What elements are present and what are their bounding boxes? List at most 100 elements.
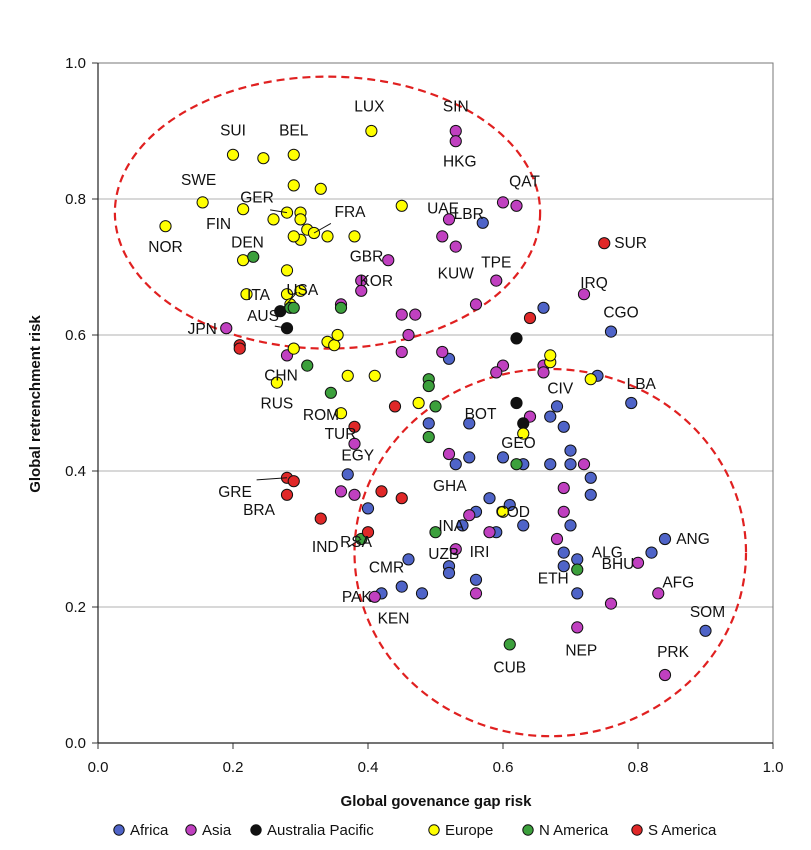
- country-label: ITA: [247, 287, 271, 304]
- legend-label-3: Europe: [445, 822, 493, 839]
- data-point: [287, 179, 300, 192]
- x-tick-label: 0.8: [628, 759, 649, 776]
- data-point: [159, 220, 172, 233]
- data-point: [294, 213, 307, 226]
- data-point: [409, 308, 422, 321]
- data-point: [226, 148, 240, 161]
- data-point: [270, 376, 283, 389]
- label-leader-line: [274, 325, 288, 329]
- country-label: AUS: [247, 308, 279, 325]
- data-point: [517, 427, 530, 440]
- country-label: BRA: [243, 502, 276, 519]
- legend-label-1: Asia: [202, 822, 232, 839]
- highlight-ellipse-1: [113, 75, 542, 350]
- data-point: [496, 505, 510, 518]
- data-point: [220, 322, 233, 335]
- data-point: [361, 502, 375, 515]
- data-point: [341, 468, 354, 481]
- legend-marker-0: [113, 824, 125, 836]
- data-point: [557, 560, 570, 573]
- country-label: RUS: [261, 396, 294, 413]
- y-tick-label: 1.0: [65, 55, 86, 72]
- legend-label-2: Australia Pacific: [267, 822, 374, 839]
- axes: [92, 62, 774, 749]
- data-point: [469, 573, 483, 586]
- data-point: [280, 264, 294, 277]
- country-label: ROM: [303, 407, 339, 424]
- country-label: GBR: [350, 248, 384, 265]
- data-point: [402, 553, 415, 566]
- data-point: [571, 553, 584, 566]
- y-tick-label: 0.2: [65, 599, 86, 616]
- legend-label-0: Africa: [130, 822, 169, 839]
- data-point: [557, 505, 570, 518]
- country-label: NEP: [565, 642, 597, 659]
- country-label: ALG: [592, 544, 623, 561]
- label-leader-line: [256, 477, 288, 481]
- country-label: KEN: [378, 610, 410, 627]
- data-point: [577, 458, 591, 471]
- country-label: LBA: [627, 376, 657, 393]
- data-point: [287, 148, 300, 161]
- data-point: [395, 492, 408, 505]
- country-label: TPE: [481, 255, 511, 272]
- data-point: [412, 396, 425, 410]
- data-point: [469, 587, 483, 600]
- data-point: [301, 359, 314, 372]
- country-label: KUW: [438, 266, 475, 283]
- data-point: [503, 638, 516, 651]
- x-axis-title: Global govenance gap risk: [341, 793, 533, 810]
- country-label: SUR: [614, 235, 647, 252]
- data-point: [544, 458, 557, 471]
- data-point: [247, 250, 260, 263]
- data-point: [422, 430, 435, 444]
- country-label: USA: [286, 282, 319, 299]
- data-point: [476, 216, 489, 229]
- data-point: [382, 254, 395, 267]
- data-point: [517, 417, 530, 430]
- data-point: [557, 546, 570, 559]
- country-label: RSA: [340, 534, 373, 551]
- data-point: [496, 196, 510, 209]
- data-point: [355, 284, 368, 297]
- data-point: [598, 237, 611, 250]
- country-label: DEN: [231, 234, 264, 251]
- country-label: JPN: [188, 321, 217, 338]
- data-point: [463, 417, 476, 430]
- data-point: [449, 124, 462, 138]
- data-point: [469, 298, 483, 311]
- country-label: QAT: [509, 173, 540, 190]
- data-point: [537, 366, 550, 379]
- data-point: [331, 328, 344, 342]
- data-point: [584, 373, 597, 386]
- country-label: AFG: [662, 574, 694, 591]
- y-tick-labels: 0.0 0.2 0.4 0.6 0.8 1.0: [65, 55, 86, 752]
- data-point: [510, 458, 523, 471]
- data-point: [523, 311, 537, 325]
- data-point: [483, 526, 496, 539]
- data-point: [510, 396, 523, 410]
- data-point: [314, 182, 327, 195]
- highlight-ellipse-2: [353, 367, 748, 738]
- country-label: IRI: [470, 544, 490, 561]
- country-label: BEL: [279, 122, 309, 139]
- data-point: [483, 492, 496, 505]
- country-label: SUI: [220, 122, 246, 139]
- country-label: EGY: [341, 447, 374, 464]
- highlight-ellipses: [113, 75, 748, 738]
- data-point: [287, 475, 300, 488]
- country-label: SOM: [690, 604, 725, 621]
- data-point: [449, 458, 462, 471]
- data-point: [699, 624, 712, 637]
- country-label: BOT: [465, 406, 497, 423]
- y-axis-title: Global retrenchment risk: [27, 315, 44, 493]
- data-point: [334, 485, 348, 498]
- country-label: ETH: [538, 571, 569, 588]
- x-tick-labels: 0.0 0.2 0.4 0.6 0.8 1.0: [88, 759, 784, 776]
- legend: Africa Asia Australia Pacific Europe N Ameri…: [113, 822, 717, 839]
- data-point: [658, 532, 672, 546]
- data-point: [571, 563, 584, 576]
- data-point: [436, 230, 449, 243]
